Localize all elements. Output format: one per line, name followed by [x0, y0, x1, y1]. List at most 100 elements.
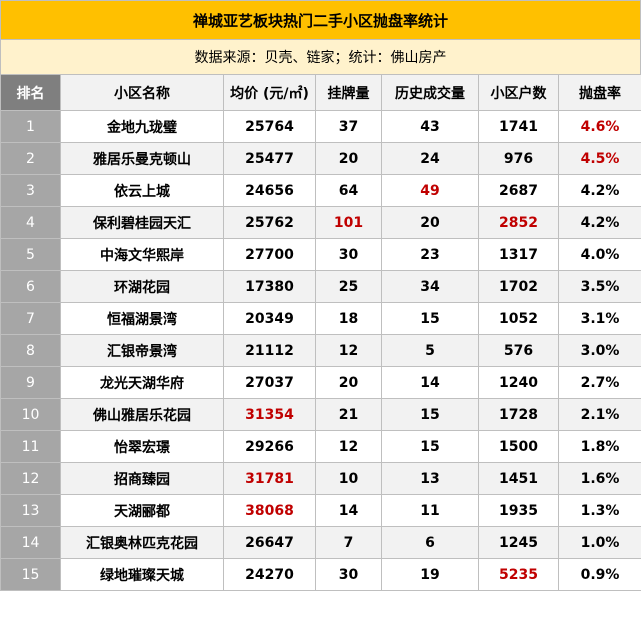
sell-rate-cell: 4.2%: [558, 206, 641, 239]
rank-cell: 13: [0, 494, 61, 527]
price-cell: 29266: [223, 430, 316, 463]
price-cell: 31781: [223, 462, 316, 495]
history-deals-cell: 11: [381, 494, 479, 527]
data-source-note: 数据来源：贝壳、链家；统计：佛山房产: [0, 40, 641, 74]
name-cell: 依云上城: [60, 174, 224, 207]
price-cell: 21112: [223, 334, 316, 367]
price-cell: 38068: [223, 494, 316, 527]
table-row: 8 汇银帝景湾 21112 12 5 576 3.0%: [0, 334, 641, 367]
history-deals-cell: 43: [381, 110, 479, 143]
listings-cell: 10: [315, 462, 382, 495]
sell-rate-cell: 2.1%: [558, 398, 641, 431]
history-deals-cell: 5: [381, 334, 479, 367]
households-cell: 1500: [478, 430, 559, 463]
table-row: 13 天湖郦都 38068 14 11 1935 1.3%: [0, 494, 641, 527]
rank-cell: 1: [0, 110, 61, 143]
name-cell: 环湖花园: [60, 270, 224, 303]
history-deals-cell: 15: [381, 302, 479, 335]
table-header-row: 排名 小区名称 均价 (元/㎡) 挂牌量 历史成交量 小区户数 抛盘率: [0, 74, 641, 111]
history-deals-cell: 19: [381, 558, 479, 591]
price-cell: 20349: [223, 302, 316, 335]
rank-cell: 3: [0, 174, 61, 207]
price-cell: 27700: [223, 238, 316, 271]
listings-cell: 25: [315, 270, 382, 303]
table-row: 5 中海文华熙岸 27700 30 23 1317 4.0%: [0, 238, 641, 271]
name-cell: 佛山雅居乐花园: [60, 398, 224, 431]
table-body: 1 金地九珑璧 25764 37 43 1741 4.6% 2 雅居乐曼克顿山 25477 20 24…: [0, 110, 641, 591]
table-row: 15 绿地璀璨天城 24270 30 19 5235 0.9%: [0, 558, 641, 591]
table-row: 4 保利碧桂园天汇 25762 101 20 2852 4.2%: [0, 206, 641, 239]
col-header-households: 小区户数: [478, 74, 559, 111]
rank-cell: 2: [0, 142, 61, 175]
listings-cell: 14: [315, 494, 382, 527]
table-row: 6 环湖花园 17380 25 34 1702 3.5%: [0, 270, 641, 303]
name-cell: 恒福湖景湾: [60, 302, 224, 335]
sell-rate-cell: 1.8%: [558, 430, 641, 463]
listings-cell: 20: [315, 366, 382, 399]
history-deals-cell: 23: [381, 238, 479, 271]
sell-rate-cell: 3.5%: [558, 270, 641, 303]
name-cell: 招商臻园: [60, 462, 224, 495]
history-deals-cell: 14: [381, 366, 479, 399]
price-cell: 17380: [223, 270, 316, 303]
col-header-rank: 排名: [0, 74, 61, 111]
table-row: 7 恒福湖景湾 20349 18 15 1052 3.1%: [0, 302, 641, 335]
listings-cell: 20: [315, 142, 382, 175]
history-deals-cell: 24: [381, 142, 479, 175]
table-row: 12 招商臻园 31781 10 13 1451 1.6%: [0, 462, 641, 495]
households-cell: 976: [478, 142, 559, 175]
history-deals-cell: 20: [381, 206, 479, 239]
name-cell: 怡翠宏璟: [60, 430, 224, 463]
history-deals-cell: 6: [381, 526, 479, 559]
listings-cell: 21: [315, 398, 382, 431]
table-row: 10 佛山雅居乐花园 31354 21 15 1728 2.1%: [0, 398, 641, 431]
table-row: 11 怡翠宏璟 29266 12 15 1500 1.8%: [0, 430, 641, 463]
listings-cell: 18: [315, 302, 382, 335]
col-header-price: 均价 (元/㎡): [223, 74, 316, 111]
table-row: 2 雅居乐曼克顿山 25477 20 24 976 4.5%: [0, 142, 641, 175]
col-header-name: 小区名称: [60, 74, 224, 111]
col-header-listings: 挂牌量: [315, 74, 382, 111]
table-row: 1 金地九珑璧 25764 37 43 1741 4.6%: [0, 110, 641, 143]
households-cell: 1317: [478, 238, 559, 271]
history-deals-cell: 34: [381, 270, 479, 303]
households-cell: 1935: [478, 494, 559, 527]
rank-cell: 7: [0, 302, 61, 335]
price-cell: 25477: [223, 142, 316, 175]
history-deals-cell: 49: [381, 174, 479, 207]
sell-rate-cell: 1.0%: [558, 526, 641, 559]
name-cell: 汇银奥林匹克花园: [60, 526, 224, 559]
rank-cell: 11: [0, 430, 61, 463]
price-cell: 24656: [223, 174, 316, 207]
sell-rate-cell: 2.7%: [558, 366, 641, 399]
sell-rate-cell: 3.0%: [558, 334, 641, 367]
history-deals-cell: 13: [381, 462, 479, 495]
col-header-history-deals: 历史成交量: [381, 74, 479, 111]
table-row: 3 依云上城 24656 64 49 2687 4.2%: [0, 174, 641, 207]
households-cell: 1451: [478, 462, 559, 495]
sell-rate-cell: 4.0%: [558, 238, 641, 271]
sell-rate-cell: 3.1%: [558, 302, 641, 335]
households-cell: 1052: [478, 302, 559, 335]
rank-cell: 6: [0, 270, 61, 303]
stats-table: 排名 小区名称 均价 (元/㎡) 挂牌量 历史成交量 小区户数 抛盘率 1 金地九珑璧 2576…: [0, 74, 641, 591]
sell-rate-cell: 4.6%: [558, 110, 641, 143]
rank-cell: 15: [0, 558, 61, 591]
listings-cell: 12: [315, 430, 382, 463]
rank-cell: 12: [0, 462, 61, 495]
col-header-sell-rate: 抛盘率: [558, 74, 641, 111]
table-row: 9 龙光天湖华府 27037 20 14 1240 2.7%: [0, 366, 641, 399]
name-cell: 保利碧桂园天汇: [60, 206, 224, 239]
households-cell: 1240: [478, 366, 559, 399]
price-cell: 27037: [223, 366, 316, 399]
households-cell: 1702: [478, 270, 559, 303]
sell-rate-cell: 4.5%: [558, 142, 641, 175]
history-deals-cell: 15: [381, 398, 479, 431]
table-title: 禅城亚艺板块热门二手小区抛盘率统计: [0, 0, 641, 40]
households-cell: 576: [478, 334, 559, 367]
households-cell: 2852: [478, 206, 559, 239]
sell-rate-cell: 1.6%: [558, 462, 641, 495]
name-cell: 天湖郦都: [60, 494, 224, 527]
rank-cell: 14: [0, 526, 61, 559]
rank-cell: 9: [0, 366, 61, 399]
